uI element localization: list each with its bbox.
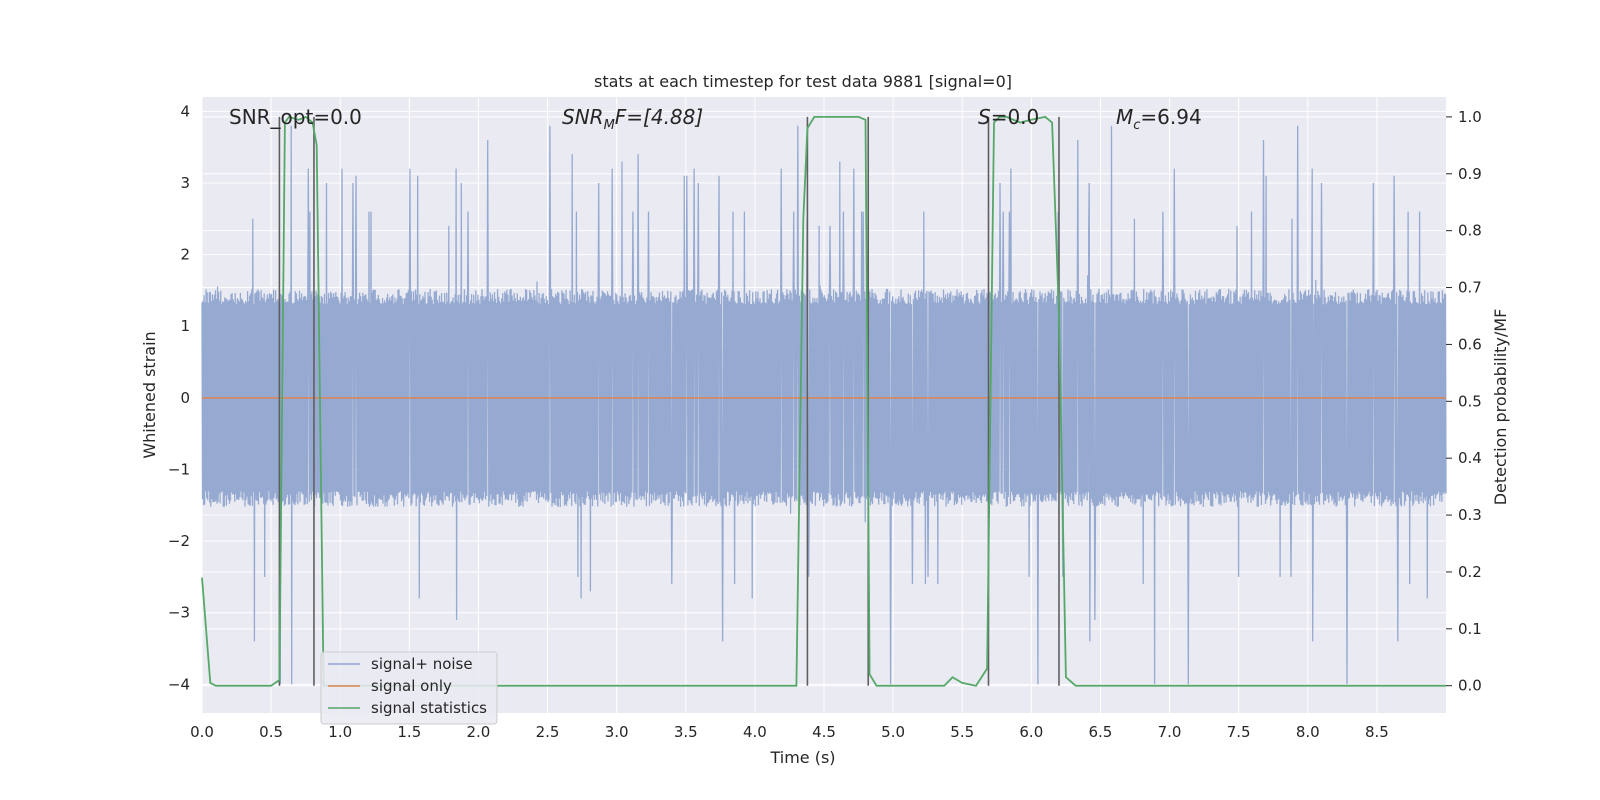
y-axis-right-ticks: 0.0 0.1 0.2 0.3 0.4 0.5 0.6 0.7 0.8 0.9 1.0 <box>1446 108 1482 695</box>
x-tick-label: 8.0 <box>1296 723 1320 741</box>
legend-label-noise: signal+ noise <box>371 655 473 673</box>
legend-label-stats: signal statistics <box>371 699 487 717</box>
y-tick-label: 3 <box>180 174 190 192</box>
signal-noise-series <box>201 125 1447 685</box>
x-tick-label: 6.5 <box>1089 723 1113 741</box>
x-tick-label: 2.0 <box>467 723 491 741</box>
snr-opt-annotation: SNR_opt=0.0 <box>229 105 362 129</box>
legend-box <box>320 651 498 725</box>
signal-statistics-series <box>201 115 1446 687</box>
signal-noise-line <box>201 125 1447 685</box>
y-right-tick-label: 0.5 <box>1458 392 1482 410</box>
x-tick-label: 0.0 <box>190 723 214 741</box>
x-tick-label: 7.0 <box>1158 723 1182 741</box>
y-right-tick-label: 0.3 <box>1458 506 1482 524</box>
legend: signal+ noise signal only signal statist… <box>320 651 498 725</box>
y-axis-label: Whitened strain <box>140 331 159 458</box>
x-tick-label: 1.0 <box>328 723 352 741</box>
x-tick-label: 0.5 <box>259 723 283 741</box>
x-tick-label: 2.5 <box>536 723 560 741</box>
x-axis-ticks: 0.0 0.5 1.0 1.5 2.0 2.5 3.0 3.5 4.0 4.5 5.0 5.5 6.0 6… <box>190 723 1389 741</box>
s-annotation: S=0.0 <box>978 105 1039 129</box>
y-tick-label: 4 <box>180 102 190 120</box>
x-tick-label: 5.5 <box>950 723 974 741</box>
x-tick-label: 4.0 <box>743 723 767 741</box>
x-tick-label: 1.5 <box>397 723 421 741</box>
y-right-tick-label: 0.9 <box>1458 165 1482 183</box>
x-tick-label: 3.5 <box>674 723 698 741</box>
y-axis-right-label: Detection probability/MF <box>1491 309 1510 506</box>
x-tick-label: 8.5 <box>1365 723 1389 741</box>
y-tick-label: −1 <box>168 460 190 478</box>
x-axis-label: Time (s) <box>769 748 835 767</box>
snr-mf-annotation: SNRMF=[4.88] <box>562 105 703 133</box>
y-tick-label: 2 <box>180 246 190 264</box>
signal-statistics-line <box>201 115 1446 687</box>
legend-label-signal: signal only <box>371 677 452 695</box>
y-right-tick-label: 1.0 <box>1458 108 1482 126</box>
y-axis-left-ticks: −4 −3 −2 −1 0 1 2 3 4 <box>168 102 190 693</box>
y-tick-label: 0 <box>180 389 190 407</box>
mc-annotation: Mc=6.94 <box>1116 105 1202 133</box>
x-tick-label: 5.0 <box>881 723 905 741</box>
y-right-tick-label: 0.6 <box>1458 335 1482 353</box>
y-right-tick-label: 0.1 <box>1458 620 1482 638</box>
x-tick-label: 6.0 <box>1019 723 1043 741</box>
chart-title: stats at each timestep for test data 988… <box>594 72 1012 91</box>
x-tick-label: 3.0 <box>605 723 629 741</box>
y-right-tick-label: 0.8 <box>1458 222 1482 240</box>
y-right-tick-label: 0.4 <box>1458 449 1482 467</box>
y-right-tick-label: 0.7 <box>1458 279 1482 297</box>
y-tick-label: 1 <box>180 317 190 335</box>
y-tick-label: −4 <box>168 675 190 693</box>
y-tick-label: −2 <box>168 532 190 550</box>
x-tick-label: 7.5 <box>1227 723 1251 741</box>
y-right-tick-label: 0.0 <box>1458 677 1482 695</box>
y-tick-label: −3 <box>168 604 190 622</box>
x-tick-label: 4.5 <box>812 723 836 741</box>
y-right-tick-label: 0.2 <box>1458 563 1482 581</box>
